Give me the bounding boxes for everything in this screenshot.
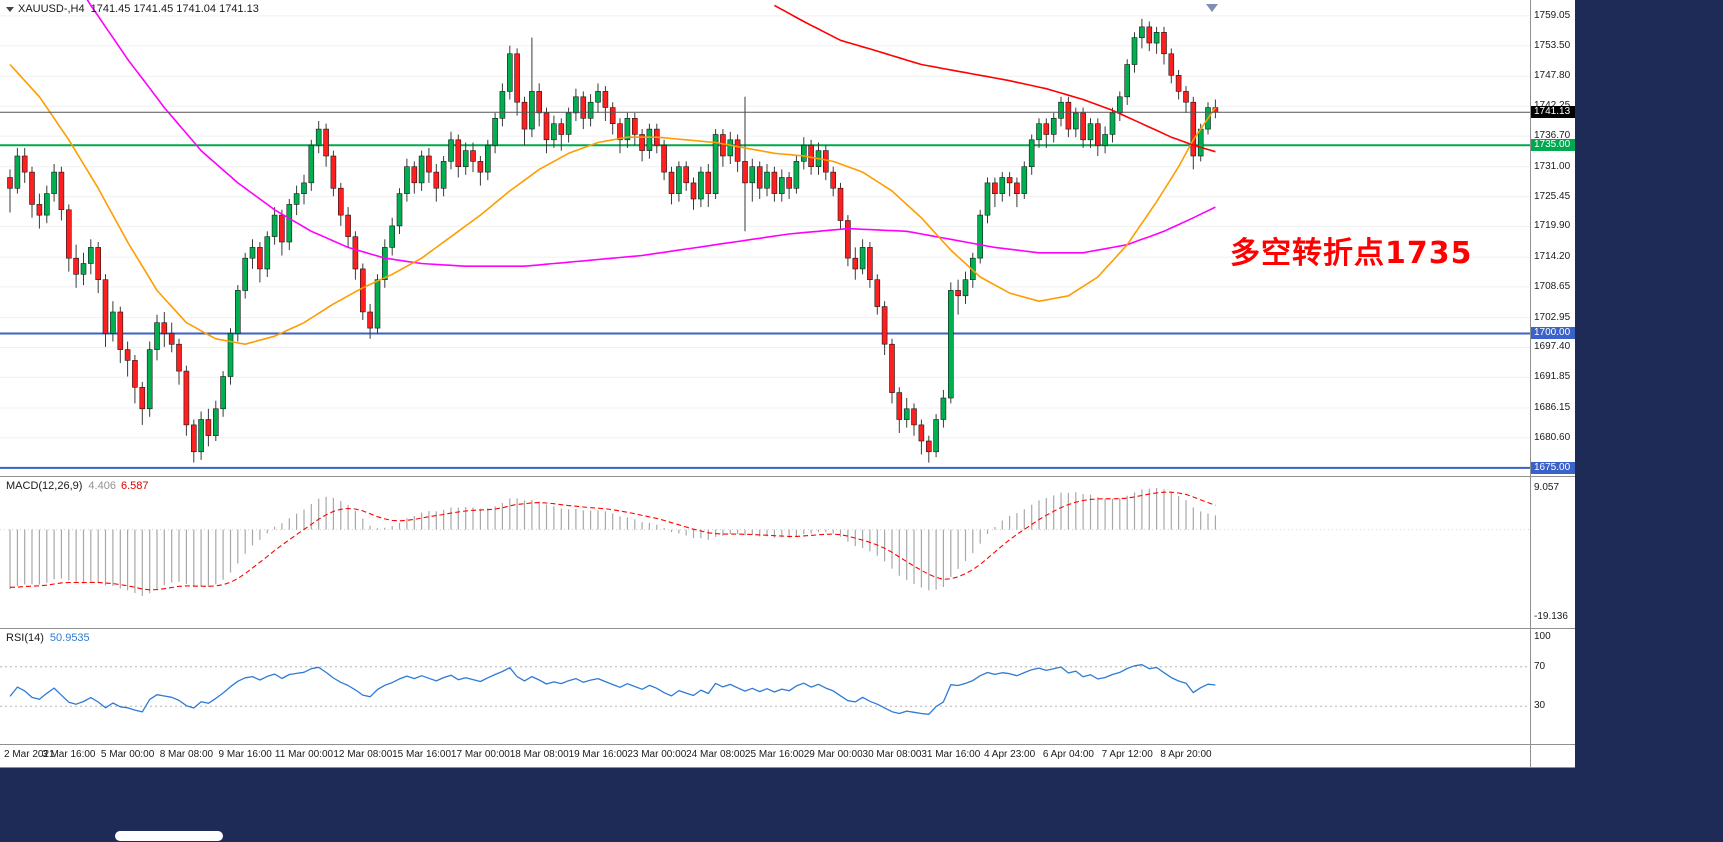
symbol-timeframe-label: XAUUSD-,H4	[18, 3, 85, 15]
rsi-panel-chart[interactable]	[0, 629, 1530, 744]
time-axis-label: 8 Apr 20:00	[1160, 749, 1212, 760]
ma-long-red	[774, 4, 1216, 153]
time-axis[interactable]: 2 Mar 2021 3 Mar 16:00 5 Mar 00:00 8 Mar 08…	[0, 745, 1530, 767]
macd-label: MACD(12,26,9)	[6, 480, 83, 492]
current-price-tag: 1741.13	[1531, 106, 1575, 119]
macd-axis-label: 9.057	[1534, 482, 1560, 494]
time-axis-label: 3 Mar 16:00	[42, 749, 96, 760]
main-price-chart[interactable]	[0, 0, 1530, 476]
rsi-axis[interactable]: 100 70 30	[1531, 629, 1575, 744]
price-axis-label: 1708.65	[1534, 280, 1571, 292]
axis-separator	[1530, 0, 1531, 768]
time-axis-label: 18 Mar 08:00	[509, 749, 569, 760]
symbol-marker-icon	[6, 6, 14, 12]
ma-medium-orange	[9, 63, 1217, 346]
rsi-label: RSI(14)	[6, 632, 44, 644]
time-axis-label: 30 Mar 08:00	[862, 749, 922, 760]
window-bottom-border	[0, 767, 1575, 768]
scrollbar-thumb[interactable]	[115, 831, 223, 841]
macd-value: 4.406	[88, 480, 116, 492]
macd-axis[interactable]: 9.057 -19.136	[1531, 477, 1575, 628]
price-axis-label: 1702.95	[1534, 311, 1571, 323]
price-axis-label: 1753.50	[1534, 39, 1571, 51]
price-axis-label: 1691.85	[1534, 371, 1571, 383]
price-axis-label: 1680.60	[1534, 431, 1571, 443]
price-axis-label: 1686.15	[1534, 401, 1571, 413]
panel-separator[interactable]	[0, 628, 1575, 629]
time-axis-label: 24 Mar 08:00	[686, 749, 746, 760]
panel-separator	[0, 744, 1575, 745]
time-axis-label: 4 Apr 23:00	[984, 749, 1036, 760]
time-axis-label: 29 Mar 00:00	[803, 749, 863, 760]
price-axis-label: 1747.80	[1534, 70, 1571, 82]
price-axis-label: 1725.45	[1534, 190, 1571, 202]
trading-chart-window: XAUUSD-,H4 1741.45 1741.45 1741.04 1741.1…	[0, 0, 1575, 768]
time-axis-label: 31 Mar 16:00	[921, 749, 981, 760]
time-axis-label: 12 Mar 08:00	[333, 749, 393, 760]
level-price-tag[interactable]: 1735.00	[1531, 139, 1575, 152]
chart-annotation-text: 多空转折点1735	[1230, 236, 1473, 271]
rsi-axis-label: 30	[1534, 700, 1546, 712]
macd-header: MACD(12,26,9) 4.406 6.587	[6, 480, 148, 492]
price-axis-label: 1736.70	[1534, 130, 1571, 142]
time-axis-label: 11 Mar 00:00	[274, 749, 334, 760]
time-axis-label: 19 Mar 16:00	[568, 749, 628, 760]
time-axis-label: 23 Mar 00:00	[627, 749, 687, 760]
macd-panel-chart[interactable]	[0, 477, 1530, 628]
price-axis-label: 1759.05	[1534, 9, 1571, 21]
price-axis-label: 1731.00	[1534, 160, 1571, 172]
time-axis-label: 25 Mar 16:00	[744, 749, 804, 760]
macd-signal-value: 6.587	[120, 480, 149, 492]
price-axis-label: 1697.40	[1534, 341, 1571, 353]
chart-symbol-header: XAUUSD-,H4 1741.45 1741.45 1741.04 1741.1…	[6, 3, 259, 15]
time-axis-label: 5 Mar 00:00	[100, 749, 155, 760]
rsi-axis-label: 100	[1534, 631, 1551, 642]
rsi-axis-label: 70	[1534, 660, 1546, 672]
level-price-tag[interactable]: 1700.00	[1531, 327, 1575, 340]
rsi-header: RSI(14) 50.9535	[6, 632, 90, 644]
time-axis-label: 9 Mar 16:00	[218, 749, 272, 760]
ohlc-values: 1741.45 1741.45 1741.04 1741.13	[90, 3, 259, 15]
time-axis-label: 6 Apr 04:00	[1042, 749, 1094, 760]
price-axis-label: 1714.20	[1534, 251, 1571, 263]
ma-slow-magenta	[86, 0, 1216, 268]
rsi-value: 50.9535	[49, 632, 90, 644]
time-axis-label: 2 Mar 2021	[4, 749, 55, 760]
panel-separator[interactable]	[0, 476, 1575, 477]
macd-axis-label: -19.136	[1534, 611, 1568, 623]
level-price-tag[interactable]: 1675.00	[1531, 461, 1575, 474]
price-axis[interactable]: 1741.13 1759.05 1753.50 1747.80 1742.25 1736…	[1531, 0, 1575, 476]
time-axis-label: 15 Mar 16:00	[392, 749, 452, 760]
price-axis-label: 1742.25	[1534, 101, 1570, 111]
time-axis-label: 17 Mar 00:00	[450, 749, 510, 760]
chart-shift-marker-icon[interactable]	[1206, 4, 1218, 12]
time-axis-label: 7 Apr 12:00	[1101, 749, 1153, 760]
price-axis-label: 1719.90	[1534, 220, 1571, 232]
time-axis-label: 8 Mar 08:00	[159, 749, 214, 760]
